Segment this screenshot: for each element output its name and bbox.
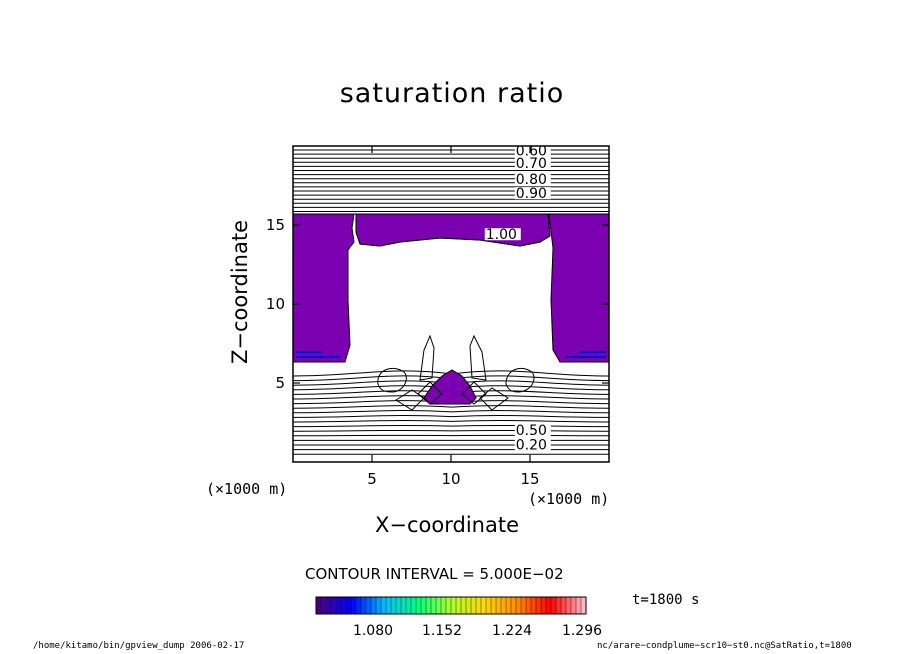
colorbar-cell [426,597,432,614]
colorbar-cell [356,597,362,614]
colorbar-cell [396,597,402,614]
colorbar-cell [481,597,487,614]
footer-left: /home/kitamo/bin/gpview_dump 2006-02-17 [33,641,245,651]
colorbar-cell [381,597,387,614]
colorbar-cell [316,597,322,614]
cloud-region-plume [423,369,477,405]
chart-title: saturation ratio [339,78,565,109]
contour-label: 0.70 [516,156,547,172]
colorbar-cell [326,597,332,614]
colorbar-cell [511,597,517,614]
colorbar-cell [536,597,542,614]
colorbar-cell [561,597,567,614]
colorbar-cell [411,597,417,614]
colorbar-cell [421,597,427,614]
x-tick-label: 10 [441,470,460,488]
colorbar-cell [321,597,327,614]
contour-label: 1.00 [486,227,517,243]
y-tick-label: 5 [275,374,285,392]
colorbar-cell [466,597,472,614]
colorbar-labels: 1.080 1.152 1.224 1.296 [353,623,602,639]
colorbar-cell [461,597,467,614]
colorbar-cell [506,597,512,614]
y-tick-label: 10 [266,295,285,313]
footer-right: nc/arare−condplume−scr10−st0.nc@SatRatio… [597,641,852,651]
colorbar-cell [351,597,357,614]
x-axis-ticks: 5 10 15 [367,146,540,488]
colorbar-cell [471,597,477,614]
colorbar-cell [331,597,337,614]
colorbar-cell [446,597,452,614]
x-tick-label: 5 [367,470,377,488]
colorbar-cell [501,597,507,614]
y-axis-ticks: 5 10 15 [266,216,609,392]
colorbar-cell [436,597,442,614]
colorbar-cell [336,597,342,614]
colorbar-cell [401,597,407,614]
colorbar-cell [581,597,587,614]
colorbar-cell [486,597,492,614]
colorbar-cell [551,597,557,614]
colorbar-cell [571,597,577,614]
colorbar-cell [476,597,482,614]
colorbar-label: 1.080 [353,623,393,639]
colorbar-cell [341,597,347,614]
colorbar-cell [556,597,562,614]
colorbar-cell [431,597,437,614]
colorbar-cell [416,597,422,614]
colorbar-cell [456,597,462,614]
x-axis-unit-right: (×1000 m) [528,490,610,508]
contour-label: 0.90 [516,186,547,202]
x-tick-label: 15 [520,470,539,488]
contour-label: 0.20 [516,437,547,453]
colorbar-cell [521,597,527,614]
contour-interval-note: CONTOUR INTERVAL = 5.000E−02 [305,565,564,583]
colorbar-cell [361,597,367,614]
colorbar-cell [576,597,582,614]
x-axis-label: X−coordinate [375,513,519,537]
x-axis-unit-left: (×1000 m) [206,480,288,498]
colorbar-cell [371,597,377,614]
colorbar-cell [546,597,552,614]
colorbar-cell [346,597,352,614]
colorbar-cell [391,597,397,614]
colorbar-cell [541,597,547,614]
contour-label: 0.80 [516,172,547,188]
colorbar-cell [531,597,537,614]
time-label: t=1800 s [632,592,700,608]
colorbar-cell [496,597,502,614]
contour-label: 0.60 [516,143,547,159]
y-tick-label: 15 [266,216,285,234]
colorbar-cell [516,597,522,614]
colorbar [315,596,587,615]
colorbar-cell [451,597,457,614]
colorbar-cell [566,597,572,614]
colorbar-label: 1.224 [492,623,532,639]
colorbar-label: 1.152 [422,623,462,639]
upper-contour-lines [293,149,609,212]
colorbar-cell [376,597,382,614]
colorbar-cell [491,597,497,614]
cloud-region-center-bar [355,213,551,247]
contour-labels: 0.600.700.800.90 1.00 0.500.20 [484,143,551,453]
colorbar-cell [366,597,372,614]
contour-label: 0.50 [516,423,547,439]
colorbar-cell [386,597,392,614]
colorbar-cell [526,597,532,614]
colorbar-cell [406,597,412,614]
colorbar-cell [441,597,447,614]
colorbar-label: 1.296 [562,623,602,639]
